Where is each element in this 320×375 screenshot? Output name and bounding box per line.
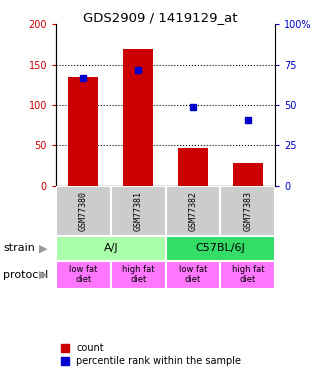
Text: protocol: protocol bbox=[3, 270, 48, 280]
Text: GDS2909 / 1419129_at: GDS2909 / 1419129_at bbox=[83, 11, 237, 24]
Text: ▶: ▶ bbox=[39, 243, 47, 254]
Bar bbox=[166, 236, 275, 261]
Bar bbox=[111, 186, 166, 236]
Bar bbox=[56, 261, 111, 289]
Bar bbox=[56, 186, 111, 236]
Text: high fat
diet: high fat diet bbox=[122, 265, 155, 284]
Bar bbox=[220, 186, 275, 236]
Bar bbox=[220, 261, 275, 289]
Text: ▶: ▶ bbox=[39, 270, 47, 280]
Legend: count, percentile rank within the sample: count, percentile rank within the sample bbox=[61, 344, 241, 366]
Bar bbox=[178, 148, 208, 186]
Text: GSM77380: GSM77380 bbox=[79, 191, 88, 231]
Text: strain: strain bbox=[3, 243, 35, 254]
Text: GSM77382: GSM77382 bbox=[188, 191, 197, 231]
Text: A/J: A/J bbox=[103, 243, 118, 254]
Text: high fat
diet: high fat diet bbox=[232, 265, 264, 284]
Text: low fat
diet: low fat diet bbox=[179, 265, 207, 284]
Bar bbox=[111, 261, 166, 289]
Bar bbox=[68, 77, 99, 186]
Text: GSM77381: GSM77381 bbox=[134, 191, 143, 231]
Bar bbox=[233, 163, 263, 186]
Bar bbox=[166, 186, 220, 236]
Bar bbox=[123, 49, 153, 186]
Text: GSM77383: GSM77383 bbox=[243, 191, 252, 231]
Text: low fat
diet: low fat diet bbox=[69, 265, 98, 284]
Bar bbox=[166, 261, 220, 289]
Text: C57BL/6J: C57BL/6J bbox=[196, 243, 245, 254]
Bar bbox=[56, 236, 166, 261]
